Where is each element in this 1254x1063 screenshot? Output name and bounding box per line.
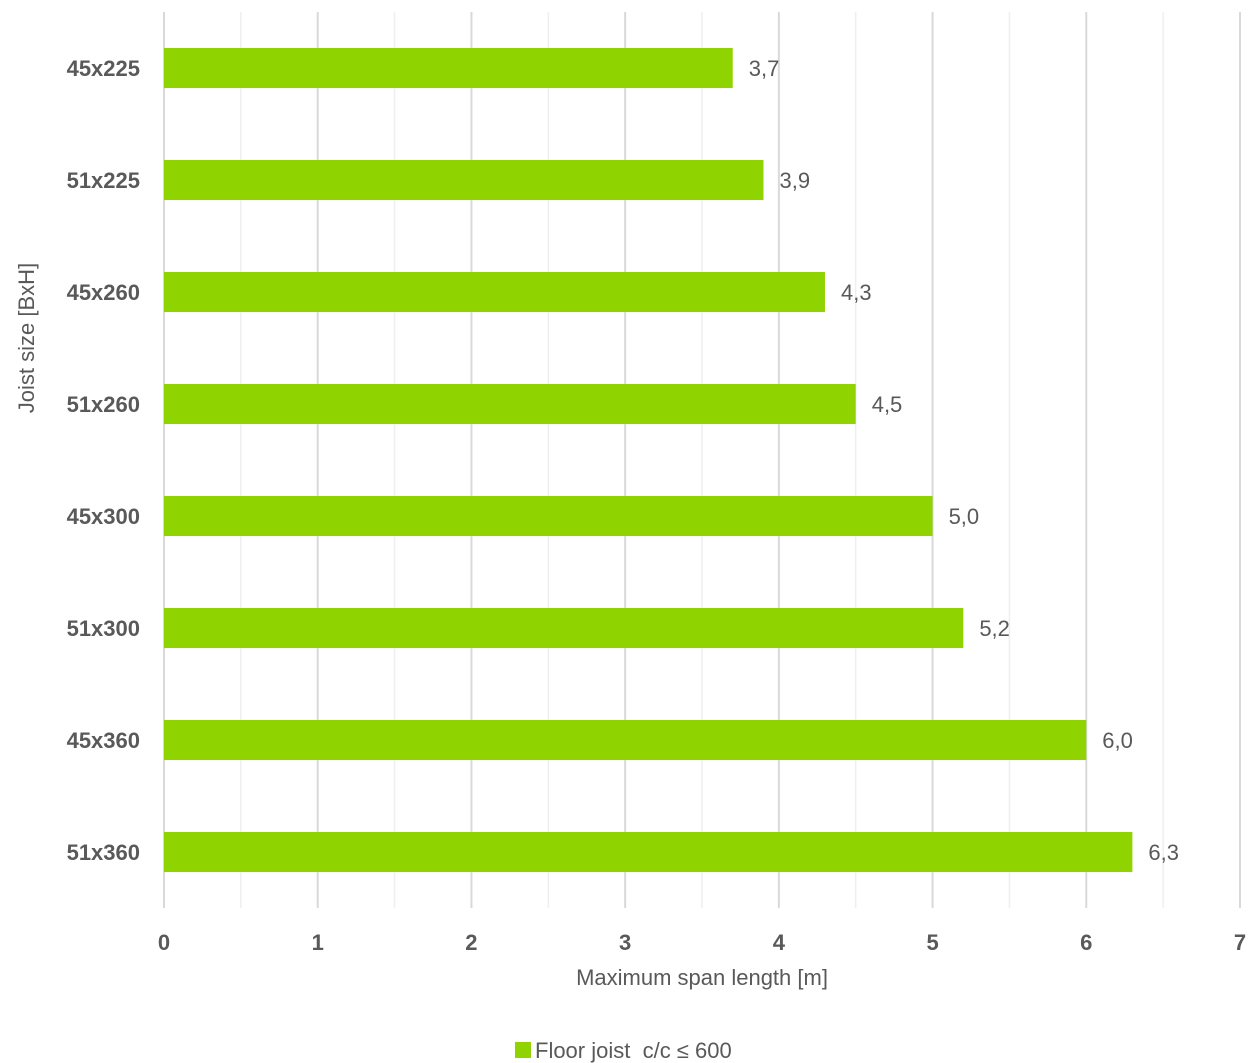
x-tick-label: 2: [465, 930, 477, 955]
category-label: 51x225: [67, 168, 140, 193]
bar: [164, 272, 825, 312]
category-label: 51x260: [67, 392, 140, 417]
x-tick-label: 3: [619, 930, 631, 955]
data-label: 3,9: [779, 168, 810, 193]
category-label: 51x360: [67, 840, 140, 865]
legend-swatch: [515, 1042, 531, 1058]
bar: [164, 608, 964, 648]
data-label: 6,0: [1102, 728, 1133, 753]
category-label: 45x360: [67, 728, 140, 753]
data-label: 5,0: [949, 504, 980, 529]
bar: [164, 720, 1087, 760]
x-tick-label: 0: [158, 930, 170, 955]
bar: [164, 160, 764, 200]
data-label: 6,3: [1148, 840, 1179, 865]
data-label: 5,2: [979, 616, 1010, 641]
bar: [164, 384, 856, 424]
x-tick-label: 5: [926, 930, 938, 955]
bar: [164, 48, 733, 88]
bar: [164, 496, 933, 536]
data-label: 4,3: [841, 280, 872, 305]
x-tick-label: 1: [312, 930, 324, 955]
legend: Floor joist c/c ≤ 600: [515, 1038, 732, 1063]
data-label: 4,5: [872, 392, 903, 417]
category-labels: 45x225 51x225 45x260 51x260 45x300 51x300 45x3…: [67, 56, 140, 865]
category-label: 51x300: [67, 616, 140, 641]
legend-label: Floor joist c/c ≤ 600: [535, 1038, 732, 1063]
x-tick-label: 4: [773, 930, 786, 955]
category-label: 45x300: [67, 504, 140, 529]
x-tick-label: 7: [1234, 930, 1246, 955]
bars: [164, 48, 1133, 872]
category-label: 45x225: [67, 56, 140, 81]
x-axis-title: Maximum span length [m]: [576, 965, 828, 990]
data-labels: 3,7 3,9 4,3 4,5 5,0 5,2 6,0 6,3: [749, 56, 1179, 865]
category-label: 45x260: [67, 280, 140, 305]
bar: [164, 832, 1133, 872]
data-label: 3,7: [749, 56, 780, 81]
y-axis-title: Joist size [BxH]: [14, 263, 39, 413]
x-tick-label: 6: [1080, 930, 1092, 955]
gridlines: [163, 12, 1241, 908]
x-tick-labels: 0 1 2 3 4 5 6 7: [158, 930, 1246, 955]
